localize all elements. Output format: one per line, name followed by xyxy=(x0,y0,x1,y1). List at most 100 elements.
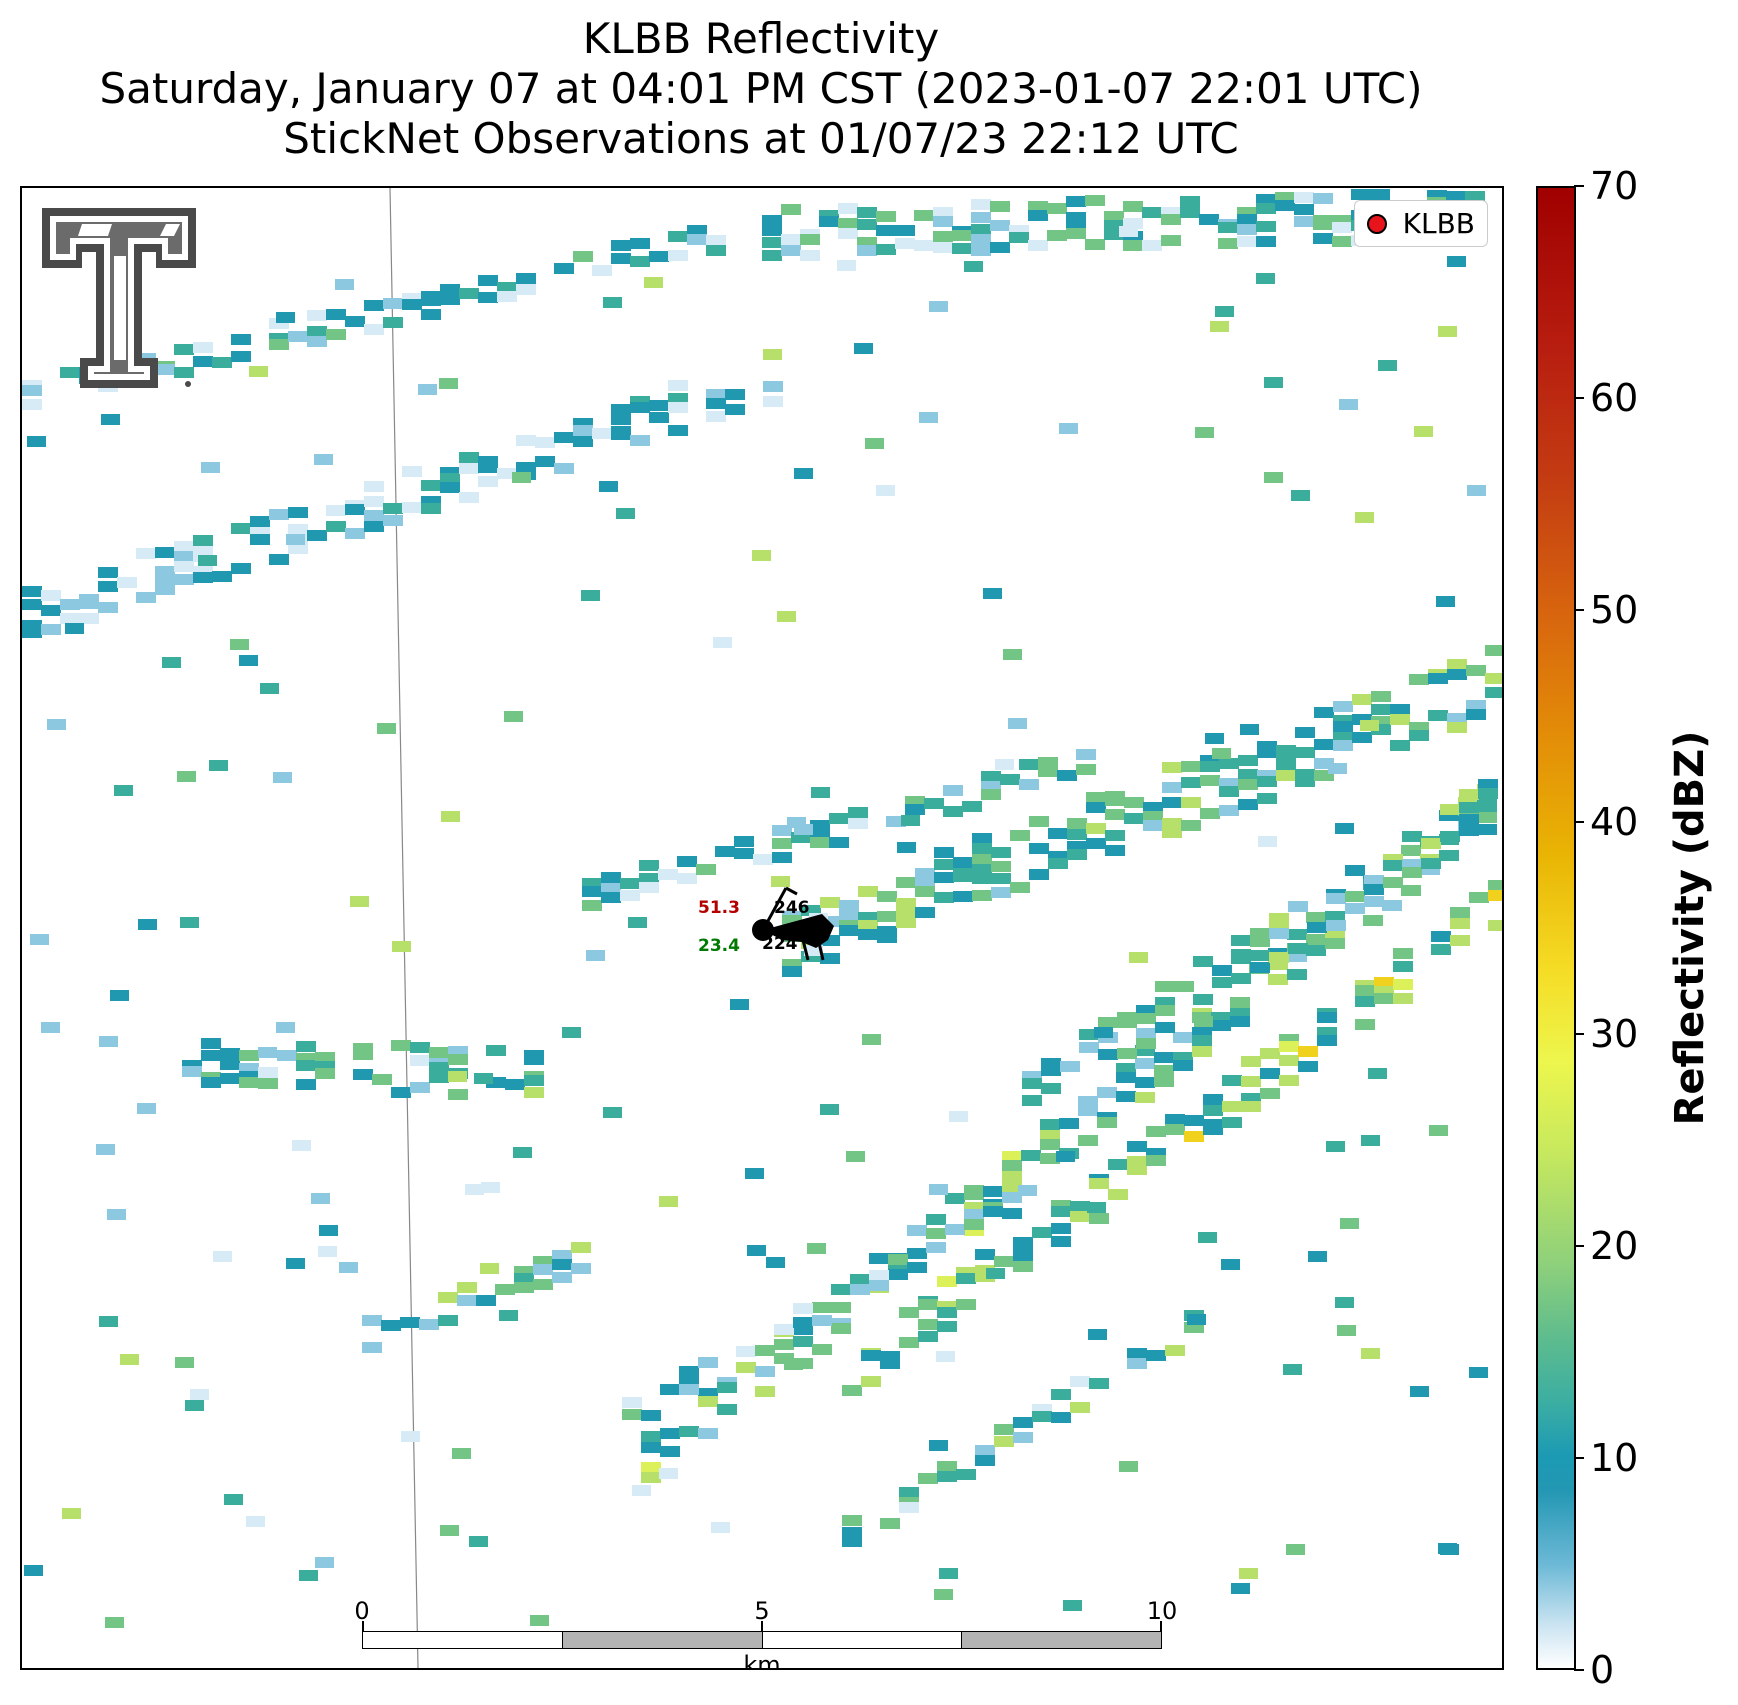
reflectivity-cell xyxy=(239,655,258,666)
reflectivity-cell xyxy=(573,425,593,436)
reflectivity-cell xyxy=(1212,965,1232,976)
reflectivity-cell xyxy=(486,1045,506,1056)
reflectivity-cell xyxy=(288,524,308,535)
reflectivity-cell xyxy=(1032,1227,1052,1238)
reflectivity-cell xyxy=(1283,1364,1302,1375)
reflectivity-cell xyxy=(1010,830,1030,841)
reflectivity-cell xyxy=(1086,838,1106,849)
reflectivity-cell xyxy=(630,402,650,413)
reflectivity-cell xyxy=(1402,859,1422,870)
reflectivity-cell xyxy=(353,1043,373,1054)
wind-barb-flag xyxy=(785,886,798,896)
reflectivity-cell xyxy=(1314,707,1334,718)
reflectivity-cell xyxy=(774,1324,794,1335)
reflectivity-cell xyxy=(362,1342,382,1353)
reflectivity-cell xyxy=(1127,1348,1147,1359)
reflectivity-cell xyxy=(391,1040,411,1051)
reflectivity-cell xyxy=(410,1082,430,1093)
reflectivity-cell xyxy=(934,892,954,903)
reflectivity-cell xyxy=(929,1440,948,1451)
reflectivity-cell xyxy=(839,925,859,936)
reflectivity-cell xyxy=(846,1151,865,1162)
reflectivity-cell xyxy=(782,966,802,977)
reflectivity-cell xyxy=(1116,1072,1136,1083)
reflectivity-cell xyxy=(1295,769,1315,780)
reflectivity-cell xyxy=(1009,225,1029,236)
reflectivity-cell xyxy=(1154,1052,1174,1063)
reflectivity-cell xyxy=(886,816,906,827)
reflectivity-cell xyxy=(258,1067,278,1078)
reflectivity-cell xyxy=(513,1147,532,1158)
reflectivity-cell xyxy=(1264,472,1283,483)
reflectivity-cell xyxy=(603,297,622,308)
reflectivity-cell xyxy=(1313,193,1333,204)
reflectivity-cell xyxy=(448,1054,468,1065)
reflectivity-cell xyxy=(410,1055,430,1066)
reflectivity-cell xyxy=(907,1262,927,1273)
reflectivity-cell xyxy=(1143,811,1163,822)
reflectivity-cell xyxy=(1237,214,1257,225)
reflectivity-cell xyxy=(706,398,726,409)
reflectivity-cell xyxy=(991,847,1011,858)
reflectivity-cell xyxy=(956,1267,976,1278)
reflectivity-cell xyxy=(1048,851,1068,862)
reflectivity-cell xyxy=(611,240,631,251)
reflectivity-cell xyxy=(438,1315,458,1326)
reflectivity-cell xyxy=(1086,792,1106,803)
reflectivity-cell xyxy=(1051,1206,1071,1217)
reflectivity-cell xyxy=(582,878,602,889)
reflectivity-cell xyxy=(1098,1049,1118,1060)
reflectivity-cell xyxy=(514,1282,534,1293)
reflectivity-cell xyxy=(1002,1160,1022,1171)
reflectivity-cell xyxy=(239,1071,259,1082)
reflectivity-cell xyxy=(1222,1075,1242,1086)
reflectivity-cell xyxy=(1161,235,1181,246)
reflectivity-cell xyxy=(1180,207,1200,218)
reflectivity-cell xyxy=(1466,665,1486,676)
reflectivity-cell xyxy=(937,1307,957,1318)
reflectivity-cell xyxy=(1098,1017,1118,1028)
reflectivity-cell xyxy=(273,772,292,783)
reflectivity-cell xyxy=(1314,739,1334,750)
reflectivity-cell xyxy=(24,1565,43,1576)
reflectivity-cell xyxy=(933,242,953,253)
reflectivity-cell xyxy=(459,288,479,299)
reflectivity-cell xyxy=(1200,775,1220,786)
reflectivity-cell xyxy=(212,571,232,582)
legend-label: KLBB xyxy=(1402,207,1475,240)
reflectivity-cell xyxy=(842,1515,862,1526)
reflectivity-cell xyxy=(353,1069,373,1080)
scale-segment xyxy=(762,1632,963,1648)
reflectivity-cell xyxy=(1238,769,1258,780)
reflectivity-cell xyxy=(1089,1378,1109,1389)
reflectivity-cell xyxy=(668,425,688,436)
reflectivity-cell xyxy=(1364,875,1384,886)
reflectivity-cell xyxy=(837,260,856,271)
reflectivity-cell xyxy=(174,541,194,552)
reflectivity-cell xyxy=(706,389,726,400)
reflectivity-cell xyxy=(918,1331,938,1342)
reflectivity-cell xyxy=(533,1264,553,1275)
reflectivity-cell xyxy=(1279,1055,1299,1066)
reflectivity-cell xyxy=(1326,1141,1345,1152)
reflectivity-cell xyxy=(1219,805,1239,816)
reflectivity-cell xyxy=(440,473,460,484)
reflectivity-cell xyxy=(1264,377,1283,388)
radar-map-panel[interactable]: 51.3 246 23.4 224 KLBB 0 5 10 km xyxy=(20,186,1504,1670)
reflectivity-cell xyxy=(345,528,365,539)
reflectivity-cell xyxy=(772,852,792,863)
reflectivity-cell xyxy=(838,203,858,214)
reflectivity-cell xyxy=(804,945,823,956)
reflectivity-cell xyxy=(1374,993,1394,1004)
reflectivity-cell xyxy=(22,620,42,631)
reflectivity-cell xyxy=(915,886,935,897)
reflectivity-cell xyxy=(782,915,802,926)
reflectivity-cell xyxy=(771,876,790,887)
colorbar-tick-mark xyxy=(1574,1457,1584,1459)
reflectivity-cell xyxy=(1287,969,1307,980)
reflectivity-cell xyxy=(601,892,621,903)
reflectivity-cell xyxy=(239,1050,259,1061)
reflectivity-cell xyxy=(1022,1071,1042,1082)
reflectivity-cell xyxy=(1427,190,1447,201)
reflectivity-cell xyxy=(1383,877,1403,888)
